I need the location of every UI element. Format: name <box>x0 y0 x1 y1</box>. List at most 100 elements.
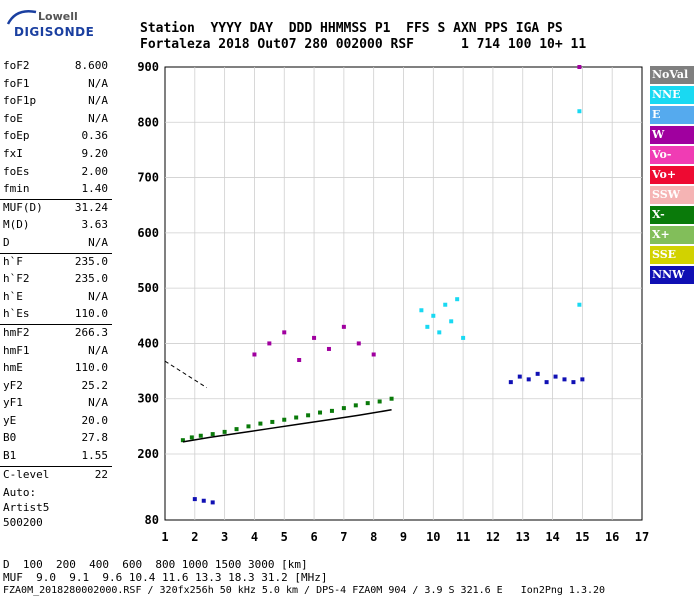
legend-item-x: X+ <box>650 226 694 246</box>
data-point-w <box>267 341 272 346</box>
param-value: 0.36 <box>81 129 109 143</box>
data-point-nne <box>577 302 582 307</box>
legend-item-nnw: NNW <box>650 266 694 286</box>
y-tick-label: 700 <box>137 171 159 185</box>
data-point-w <box>577 65 582 69</box>
x-tick-label: 11 <box>456 530 470 544</box>
param-name: yF2 <box>3 378 23 392</box>
param-row: h`F2 235.0 <box>0 271 112 289</box>
param-row: foF1p N/A <box>0 93 112 111</box>
param-value: 1.40 <box>81 182 109 196</box>
hdr-time-val: 280 002000 <box>304 37 383 52</box>
param-value: 1.55 <box>81 449 109 463</box>
param-value: N/A <box>88 111 108 125</box>
hdr-s-val: 1 <box>460 37 469 52</box>
y-tick-label: 900 <box>137 60 159 74</box>
param-name: B1 <box>3 449 17 463</box>
y-tick-label: 600 <box>137 226 159 240</box>
x-tick-label: 8 <box>370 530 377 544</box>
param-row: foF2 8.600 <box>0 58 112 76</box>
data-point-w <box>326 346 331 351</box>
data-point-nne <box>577 109 582 114</box>
footer-d-values: 100 200 400 600 800 1000 1500 3000 [km] <box>9 558 308 571</box>
param-value: 266.3 <box>74 325 108 339</box>
param-name: h`F <box>3 254 23 268</box>
hdr-iga: IGA <box>515 21 540 36</box>
hdr-axn-val: 714 <box>476 37 501 52</box>
data-point-x <box>180 438 185 443</box>
data-point-x <box>210 432 215 437</box>
param-name: hmF2 <box>3 325 30 339</box>
data-point-nnw <box>508 380 513 385</box>
param-value: 110.0 <box>74 307 108 321</box>
data-point-w <box>252 352 257 357</box>
data-point-nnw <box>535 371 540 376</box>
hdr-iga-val: 10+ <box>539 37 563 52</box>
data-point-x <box>189 435 194 440</box>
param-row: h`E N/A <box>0 289 112 307</box>
data-point-w <box>341 324 346 329</box>
param-value: N/A <box>88 76 108 90</box>
param-name: foE <box>3 111 23 125</box>
param-name: hmE <box>3 361 23 375</box>
data-point-x <box>222 429 227 434</box>
data-point-w <box>356 341 361 346</box>
hdr-ps: PS <box>547 21 563 36</box>
param-row: yF2 25.2 <box>0 378 112 396</box>
data-point-nnw <box>201 498 206 503</box>
hdr-pps-val: 100 <box>507 37 532 52</box>
data-point-x <box>318 410 323 415</box>
param-row: foEp 0.36 <box>0 128 112 146</box>
param-row: yE 20.0 <box>0 413 112 431</box>
param-row: h`F 235.0 <box>0 252 112 272</box>
data-point-w <box>297 358 302 363</box>
legend-item-e: E <box>650 106 694 126</box>
autoscaling-line1: Auto: <box>3 486 37 499</box>
y-tick-label: 800 <box>137 115 159 129</box>
param-value: N/A <box>88 289 108 303</box>
legend-item-nne: NNE <box>650 86 694 106</box>
footer-info: FZA0M_2018280002000.RSF / 320fx256h 50 k… <box>3 585 606 596</box>
y-tick-label: 400 <box>137 336 159 350</box>
footer-muf-label: MUF <box>3 571 23 584</box>
data-point-nne <box>461 335 466 340</box>
hdr-dddhhmmss: DDD HHMMSS <box>288 21 368 36</box>
data-point-nnw <box>553 374 558 379</box>
param-value: 25.2 <box>81 378 109 392</box>
logo-line2: DIGISONDE <box>14 25 95 39</box>
y-tick-label: 200 <box>137 447 159 461</box>
param-row: h`Es 110.0 <box>0 306 112 324</box>
x-tick-label: 15 <box>575 530 589 544</box>
data-point-nne <box>419 308 424 313</box>
hdr-yyyyday: YYYY DAY <box>210 21 274 36</box>
param-name: fmin <box>3 182 30 196</box>
x-tick-label: 1 <box>161 530 168 544</box>
hdr-pps: PPS <box>484 21 508 36</box>
logo-arc-icon <box>6 10 37 25</box>
param-name: C-level <box>3 467 50 481</box>
param-value: 235.0 <box>74 272 108 286</box>
logo-line1: Lowell <box>38 10 78 23</box>
param-name: h`F2 <box>3 272 30 286</box>
data-point-nnw <box>562 377 567 382</box>
param-name: fxI <box>3 146 23 160</box>
x-tick-label: 12 <box>486 530 500 544</box>
header-row2: Fortaleza 2018 Out07 280 002000 RSF 1 71… <box>140 37 586 52</box>
param-row: C-level 22 <box>0 465 112 485</box>
x-tick-label: 9 <box>400 530 407 544</box>
hdr-ffss: FFS S <box>406 21 446 36</box>
param-row: fxI 9.20 <box>0 146 112 164</box>
param-row: B0 27.8 <box>0 430 112 448</box>
x-tick-label: 7 <box>340 530 347 544</box>
data-point-nnw <box>571 380 576 385</box>
param-row: hmF2 266.3 <box>0 323 112 343</box>
data-point-nne <box>443 302 448 307</box>
autoscaling-line3: 500200 <box>3 516 43 529</box>
param-name: B0 <box>3 431 17 445</box>
hdr-p1-val: RSF <box>390 37 414 52</box>
data-point-x <box>246 424 251 429</box>
data-point-nnw <box>517 374 522 379</box>
data-point-x <box>353 403 358 408</box>
data-point-nne <box>425 324 430 329</box>
param-value: 31.24 <box>74 200 108 214</box>
